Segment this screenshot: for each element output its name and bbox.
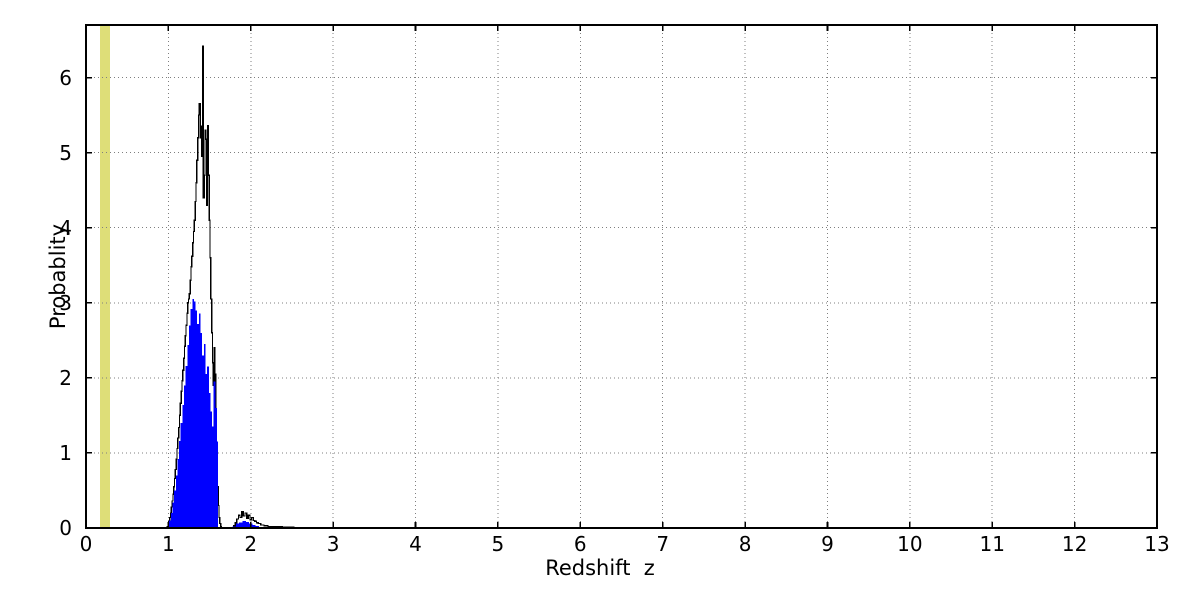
- y-tick-label: 3: [59, 290, 72, 315]
- y-tick-label: 2: [59, 365, 72, 390]
- series-pdf-filled-secondary: [232, 521, 266, 528]
- y-tick-label: 6: [59, 65, 72, 90]
- y-tick-label: 4: [59, 215, 72, 240]
- x-tick-label: 0: [79, 532, 93, 556]
- gridlines: [86, 25, 1157, 528]
- axes-frame: [85, 24, 1158, 529]
- plot-background: [86, 25, 1157, 528]
- tick-marks: [85, 25, 1158, 529]
- x-tick-label: 8: [738, 532, 752, 556]
- x-tick-label: 3: [326, 532, 340, 556]
- y-tick-label: 0: [59, 516, 72, 540]
- x-tick-label: 13: [1144, 532, 1170, 556]
- x-tick-label: 11: [979, 532, 1005, 556]
- x-tick-label: 12: [1061, 532, 1088, 556]
- x-tick-label: 9: [821, 532, 834, 556]
- x-tick-label: 10: [897, 532, 923, 556]
- x-tick-label: 2: [244, 532, 258, 556]
- x-tick-label: 6: [573, 532, 587, 556]
- x-axis-label: Redshift z: [545, 556, 655, 580]
- spectroscopic-redshift-band: [100, 25, 110, 528]
- x-tick-label: 1: [162, 532, 175, 556]
- series-pdf-filled: [167, 299, 220, 528]
- vspan-group: [100, 25, 110, 528]
- x-tick-label: 5: [491, 532, 505, 556]
- x-tick-label: 7: [656, 532, 670, 556]
- y-tick-label: 5: [59, 140, 72, 165]
- series-pdf-outline: [166, 45, 307, 528]
- y-tick-label: 1: [59, 440, 72, 465]
- x-tick-label: 4: [409, 532, 422, 556]
- y-axis-label: Probablity: [46, 223, 70, 330]
- data-series-group: [166, 45, 307, 528]
